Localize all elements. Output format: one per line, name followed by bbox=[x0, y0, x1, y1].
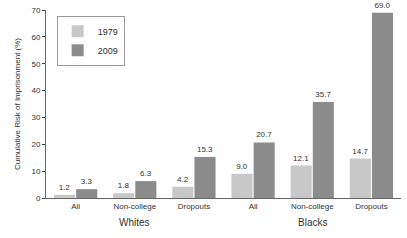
svg-text:All: All bbox=[249, 202, 258, 211]
svg-text:3.3: 3.3 bbox=[81, 177, 93, 186]
svg-text:Non-college: Non-college bbox=[291, 202, 334, 211]
svg-text:1979: 1979 bbox=[98, 27, 118, 37]
svg-text:14.7: 14.7 bbox=[352, 147, 368, 156]
svg-text:60: 60 bbox=[31, 33, 40, 42]
svg-text:20: 20 bbox=[31, 140, 40, 149]
svg-text:12.1: 12.1 bbox=[293, 154, 309, 163]
svg-text:69.0: 69.0 bbox=[374, 1, 390, 10]
svg-text:Cumulative Risk of Imprisonmen: Cumulative Risk of Imprisonment (%) bbox=[13, 38, 22, 170]
svg-text:1.2: 1.2 bbox=[59, 183, 71, 192]
svg-text:6.3: 6.3 bbox=[140, 169, 152, 178]
svg-text:35.7: 35.7 bbox=[315, 90, 331, 99]
svg-text:Whites: Whites bbox=[119, 217, 150, 228]
svg-text:15.3: 15.3 bbox=[197, 145, 213, 154]
svg-text:1.8: 1.8 bbox=[118, 181, 130, 190]
svg-text:40: 40 bbox=[31, 86, 40, 95]
svg-text:70: 70 bbox=[31, 6, 40, 15]
svg-text:10: 10 bbox=[31, 167, 40, 176]
svg-text:9.0: 9.0 bbox=[236, 162, 248, 171]
svg-text:50: 50 bbox=[31, 60, 40, 69]
svg-text:All: All bbox=[71, 202, 80, 211]
svg-text:Dropouts: Dropouts bbox=[178, 202, 210, 211]
svg-text:20.7: 20.7 bbox=[256, 130, 272, 139]
svg-text:Dropouts: Dropouts bbox=[355, 202, 387, 211]
svg-text:Blacks: Blacks bbox=[298, 217, 327, 228]
svg-text:30: 30 bbox=[31, 113, 40, 122]
svg-text:4.2: 4.2 bbox=[177, 175, 189, 184]
svg-text:0: 0 bbox=[36, 194, 41, 203]
svg-text:Non-college: Non-college bbox=[113, 202, 156, 211]
svg-text:2009: 2009 bbox=[98, 46, 118, 56]
